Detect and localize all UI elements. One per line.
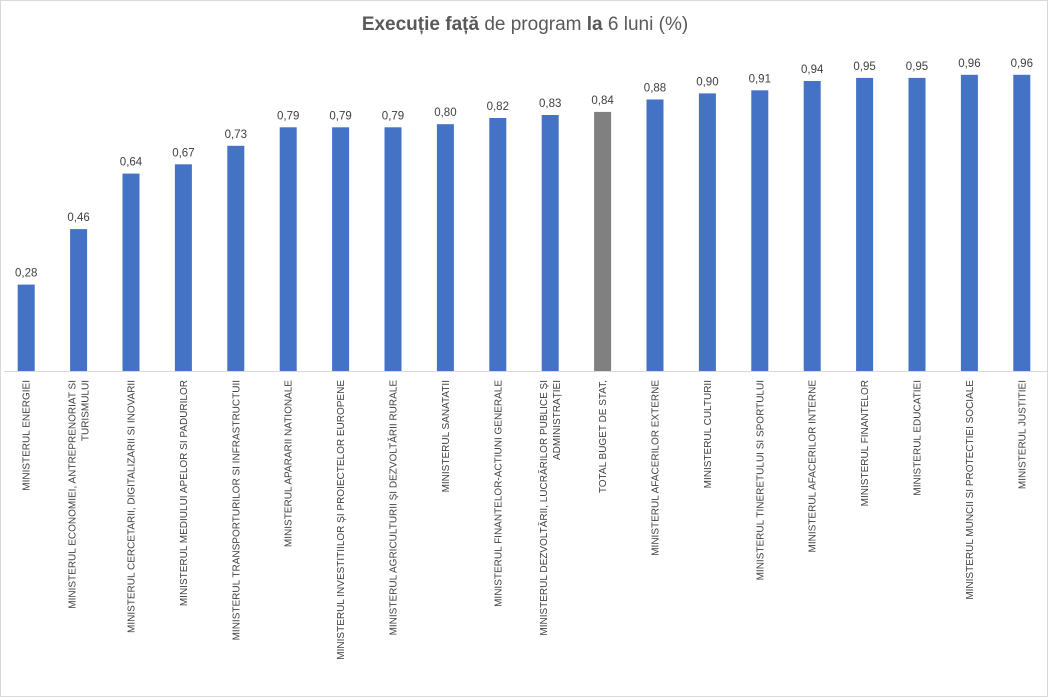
category-label: MINISTERUL ENERGIEI: [22, 380, 33, 491]
bar: [174, 164, 192, 371]
category-label: MINISTERUL TINERETULUI SI SPORTULUI: [755, 380, 766, 580]
chart-title-part: Execuție față: [361, 14, 480, 35]
data-label: 0,95: [853, 61, 875, 73]
bar: [17, 284, 35, 371]
category-label: MINISTERUL MEDIULUI APELOR SI PADURILOR: [179, 380, 190, 606]
category-label: MINISTERUL AGRICULTURII ȘI DEZVOLTĂRII R…: [387, 380, 400, 636]
data-label: 0,79: [277, 110, 299, 122]
chart-title: Execuție față de program la 6 luni (%): [0, 14, 1050, 36]
bar: [751, 90, 769, 372]
data-label: 0,84: [591, 95, 614, 107]
bar: [908, 77, 926, 372]
data-label: 0,79: [329, 110, 351, 122]
bar: [279, 127, 297, 371]
category-label: MINISTERUL ECONOMIEI, ANTREPRENORIAT SI: [68, 380, 79, 609]
category-label: MINISTERUL INVESTITIILOR ȘI PROIECTELOR …: [336, 380, 347, 660]
data-label: 0,96: [958, 58, 980, 70]
data-label: 0,28: [15, 268, 37, 280]
chart-title-part: 6 luni (%): [602, 14, 689, 35]
data-label: 0,73: [225, 129, 247, 141]
bar: [803, 81, 821, 371]
category-label: MINISTERUL APARARII NATIONALE: [284, 380, 295, 547]
category-label: MINISTERUL TRANSPORTURILOR SI INFRASTRUC…: [231, 380, 242, 640]
bar: [856, 77, 874, 372]
category-label: MINISTERUL SANATATII: [441, 380, 452, 492]
bar: [594, 111, 612, 372]
data-label: 0,90: [696, 76, 718, 88]
chart-title-part: de program: [479, 14, 587, 35]
data-label: 0,94: [801, 64, 824, 76]
bar: [436, 124, 454, 371]
bar: [646, 99, 664, 371]
data-label: 0,79: [382, 110, 404, 122]
category-label: ADMINISTRAȚIEI: [552, 380, 563, 460]
bar: [70, 229, 88, 371]
category-label: MINISTERUL AFACERILOR EXTERNE: [651, 380, 662, 556]
category-label: MINISTERUL AFACERILOR INTERNE: [808, 380, 819, 553]
data-label: 0,82: [487, 101, 509, 113]
category-label: MINISTERUL EDUCATIEI: [913, 380, 924, 496]
data-label: 0,64: [120, 157, 143, 169]
data-label: 0,67: [172, 147, 194, 159]
category-label: TURISMULUI: [81, 380, 92, 441]
data-label: 0,88: [644, 83, 666, 95]
category-label: MINISTERUL JUSTITIEI: [1017, 380, 1028, 489]
category-label: TOTAL BUGET DE STAT,: [598, 380, 609, 493]
bar: [122, 173, 140, 371]
bar: [1013, 74, 1031, 372]
data-label: 0,95: [906, 61, 928, 73]
data-label: 0,96: [1011, 58, 1033, 70]
bar: [332, 127, 350, 371]
category-label: MINISTERUL FINANTELOR-ACTIUNI GENERALE: [493, 380, 504, 607]
category-label: MINISTERUL FINANTELOR: [860, 380, 871, 506]
category-label: MINISTERUL CERCETARII, DIGITALIZARII SI …: [127, 380, 138, 633]
bar: [489, 118, 507, 371]
bar: [960, 74, 978, 372]
category-label: MINISTERUL CULTURII: [703, 380, 714, 488]
data-label: 0,91: [749, 73, 771, 85]
bar: [384, 127, 402, 371]
bar: [698, 93, 716, 372]
bar: [541, 115, 559, 371]
category-label: MINISTERUL MUNCII SI PROTECTIEI SOCIALE: [965, 380, 976, 600]
data-label: 0,46: [67, 212, 89, 224]
data-label: 0,80: [434, 107, 456, 119]
bar: [227, 145, 245, 371]
category-label: MINISTERUL DEZVOLTĂRII, LUCRĂRILOR PUBLI…: [537, 380, 550, 636]
data-label: 0,83: [539, 98, 561, 110]
chart-title-part: la: [586, 14, 603, 35]
